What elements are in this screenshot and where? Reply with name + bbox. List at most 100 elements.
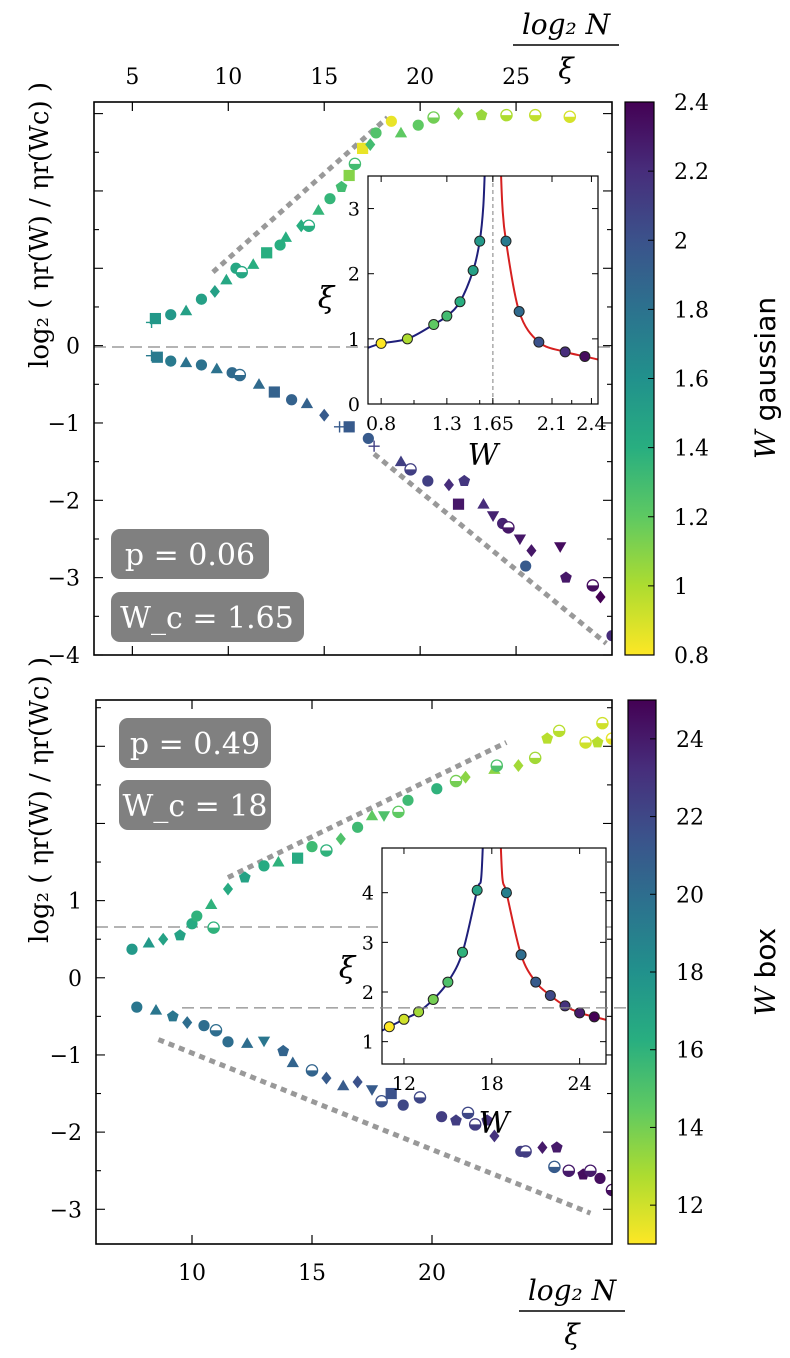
bot-inset-ytick-label-0: 1 — [362, 1032, 374, 1054]
top-lower-marker-4 — [195, 359, 208, 371]
top-inset-xtick-label-0: 0.8 — [366, 413, 396, 435]
bot-lower-marker-31-fill — [563, 1170, 575, 1177]
top-upper-marker-3 — [179, 304, 193, 316]
top-upper-marker-31 — [563, 110, 577, 123]
svg-text:p = 0.49: p = 0.49 — [130, 727, 260, 762]
bot-lower-marker-13 — [337, 1079, 350, 1091]
bot-lower-marker-18 — [397, 1099, 409, 1111]
top-inset-ytick-label-1: 1 — [348, 329, 360, 351]
top-inset-point-10 — [559, 346, 571, 358]
top-cbar-label-5: 1.4 — [674, 437, 709, 462]
bot-lower-marker-19-fill — [414, 1097, 426, 1103]
top-inset-ticks: 0.8 1.3 1.65 2.1 2.4 0 1 2 3 — [348, 176, 607, 435]
bot-upper-marker-14-fill — [320, 850, 332, 857]
svg-text:log₂ ( ηr(W) / ηr(Wc) ): log₂ ( ηr(W) / ηr(Wc) ) — [25, 82, 55, 368]
bot-upper-marker-17 — [365, 809, 379, 821]
bot-lower-marker-5 — [209, 1024, 223, 1037]
bot-lower-marker-12 — [321, 1071, 332, 1085]
top-cbar-label-8: 0.8 — [674, 644, 709, 669]
top-upper-marker-1 — [149, 312, 161, 325]
bot-inset-ytick-label-3: 4 — [362, 883, 374, 905]
svg-text:W_c = 1.65: W_c = 1.65 — [120, 601, 294, 636]
bot-guide-line-0 — [226, 740, 508, 880]
top-colorbar-label: W gaussian — [749, 297, 782, 459]
bot-upper-marker-16 — [352, 821, 364, 833]
top-lower-marker-8 — [252, 378, 266, 389]
bot-upper-marker-27-fill — [529, 757, 541, 764]
top-guide-line-1 — [372, 451, 608, 646]
top-lower-marker-34 — [606, 630, 612, 642]
bot-lower-marker-11-fill — [306, 1070, 318, 1076]
bot-ytick-label-0: 1 — [68, 890, 82, 915]
top-guide-line-0 — [211, 115, 390, 275]
bottom-inset-frame — [381, 847, 607, 1065]
bot-upper-marker-6 — [205, 898, 218, 909]
bot-inset-point-10 — [544, 989, 556, 1001]
top-xtick-label-1: 10 — [214, 65, 242, 90]
bot-upper-marker-25 — [490, 759, 504, 772]
top-inset-ytick-label-2: 2 — [348, 264, 360, 286]
top-upper-marker-16 — [324, 193, 336, 205]
top-lower-marker-26 — [502, 521, 515, 534]
top-inset-point-5 — [467, 264, 479, 276]
top-ytick-label-1: −1 — [48, 412, 80, 437]
bot-lower-marker-9 — [277, 1044, 290, 1057]
top-xtick-label-2: 15 — [310, 65, 338, 90]
bot-inset-ytick-label-2: 3 — [362, 932, 374, 954]
top-cbar-label-2: 2 — [674, 229, 688, 254]
top-lower-marker-23 — [477, 498, 490, 509]
bot-inset-point-5 — [457, 946, 469, 958]
top-inset-point-7 — [500, 235, 512, 247]
bottom-panel: 10 15 20 10−1−2−3 log₂ N ξ log₂ ( ηr(W) / … — [25, 657, 782, 1351]
top-upper-marker-24 — [394, 126, 408, 138]
bot-upper-marker-27 — [528, 751, 542, 765]
bot-xtick-label-2: 20 — [418, 1261, 446, 1286]
bot-upper-marker-15 — [335, 832, 346, 846]
top-lower-marker-15 — [362, 432, 374, 445]
bot-ytick-label-2: −1 — [50, 1044, 82, 1069]
top-upper-marker-18 — [343, 169, 355, 182]
bot-lower-marker-23-fill — [469, 1124, 481, 1130]
bot-lower-marker-35-fill — [606, 1189, 612, 1196]
top-upper-marker-8-fill — [236, 272, 248, 278]
top-upper-marker-11 — [274, 239, 286, 251]
bot-inset-point-2 — [413, 1006, 425, 1018]
top-upper-marker-27 — [453, 107, 464, 121]
top-upper-marker-19 — [348, 157, 362, 171]
bot-upper-marker-2 — [158, 932, 169, 946]
top-inset-point-3 — [441, 310, 453, 322]
top-lower-marker-31 — [560, 571, 572, 583]
top-lower-marker-7-fill — [234, 375, 246, 381]
bot-lower-marker-7 — [241, 1037, 254, 1048]
bot-lower-marker-34 — [594, 1172, 606, 1185]
top-lower-marker-20 — [443, 478, 454, 492]
bot-upper-marker-0 — [126, 943, 138, 955]
bot-upper-marker-32-fill — [596, 723, 608, 729]
bot-upper-marker-22 — [449, 774, 463, 788]
top-lower-marker-9 — [268, 386, 280, 398]
bot-upper-marker-31 — [591, 736, 604, 748]
bot-inset-point-11 — [559, 1000, 571, 1012]
bot-lower-marker-22-fill — [462, 1112, 474, 1119]
top-x-ticks: 5 10 15 20 25 — [125, 65, 530, 655]
top-inset-frame — [367, 175, 599, 405]
top-lower-marker-33 — [595, 590, 606, 604]
top-inset-point-11 — [579, 350, 591, 362]
bot-ytick-label-4: −3 — [50, 1198, 82, 1223]
bot-ytick-label-3: −2 — [50, 1121, 82, 1146]
top-upper-marker-14-fill — [303, 225, 315, 232]
top-guide-lines — [211, 115, 608, 646]
bot-upper-marker-13 — [306, 841, 318, 853]
bot-upper-marker-21 — [431, 783, 443, 795]
top-upper-marker-30-fill — [529, 115, 541, 121]
bot-upper-marker-26 — [513, 759, 524, 773]
bot-lower-marker-16-fill — [376, 1101, 388, 1107]
top-inset-point-6 — [474, 235, 486, 247]
top-y-ticks: 0 −1 −2 −3 −4 — [48, 113, 612, 669]
bot-upper-marker-28 — [541, 732, 554, 744]
bottom-colorbar-ticks: 24 22 20 18 16 14 12 — [650, 728, 704, 1219]
bot-upper-marker-23 — [460, 770, 471, 784]
bot-lower-marker-28 — [537, 1141, 548, 1154]
bot-cbar-label-1: 22 — [676, 806, 704, 831]
